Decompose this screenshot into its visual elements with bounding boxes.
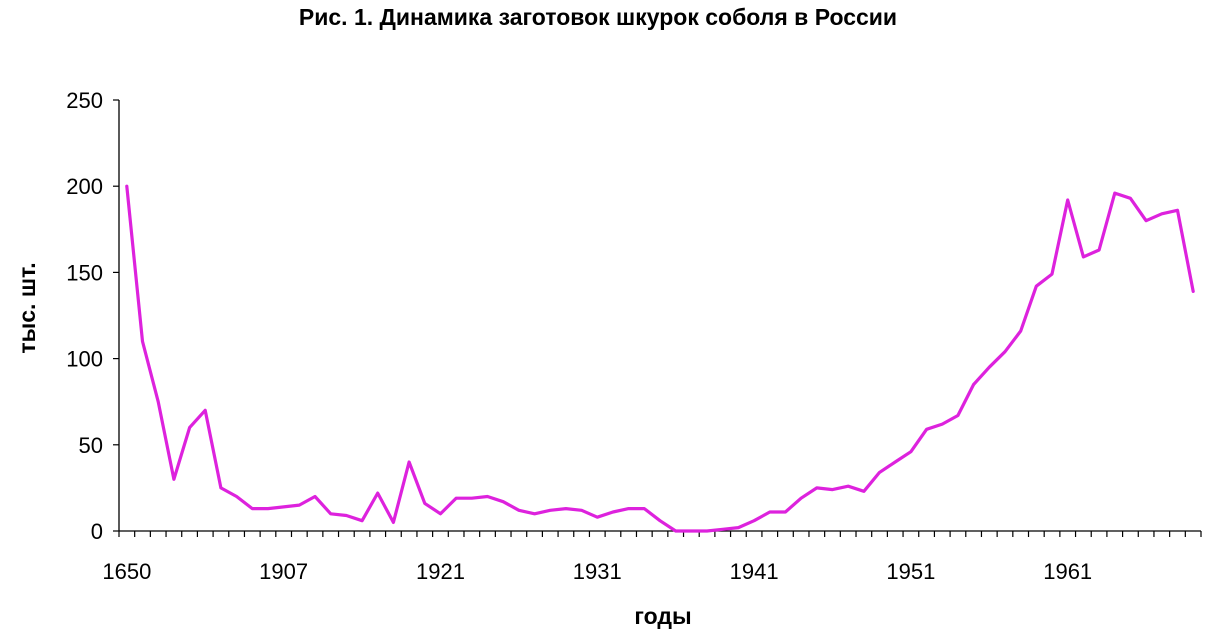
y-tick-label: 200 bbox=[66, 174, 103, 199]
y-tick-label: 100 bbox=[66, 347, 103, 372]
y-tick-label: 50 bbox=[79, 433, 103, 458]
y-axis-ticks: 0 50 100 150 200 250 bbox=[66, 88, 119, 544]
x-tick-label: 1921 bbox=[416, 559, 465, 584]
x-axis: 1650 1907 1921 1931 1941 1951 1961 bbox=[102, 530, 1202, 584]
y-axis-title: тыс. шт. bbox=[14, 262, 40, 353]
chart-title: Рис. 1. Динамика заготовок шкурок соболя… bbox=[299, 4, 897, 30]
x-tick-label: 1961 bbox=[1043, 559, 1092, 584]
x-tick-label: 1907 bbox=[259, 559, 308, 584]
x-tick-label: 1650 bbox=[102, 559, 151, 584]
y-tick-label: 0 bbox=[91, 519, 103, 544]
x-axis-ticks bbox=[118, 531, 1202, 537]
x-axis-tick-labels: 1650 1907 1921 1931 1941 1951 1961 bbox=[102, 559, 1092, 584]
series-group bbox=[125, 184, 1195, 533]
y-tick-label: 250 bbox=[66, 88, 103, 113]
x-tick-label: 1931 bbox=[573, 559, 622, 584]
y-axis: 0 50 100 150 200 250 bbox=[66, 88, 120, 544]
x-axis-title: годы bbox=[634, 603, 691, 629]
x-tick-label: 1951 bbox=[886, 559, 935, 584]
x-tick-label: 1941 bbox=[730, 559, 779, 584]
y-tick-label: 150 bbox=[66, 260, 103, 285]
series-line bbox=[125, 184, 1195, 533]
